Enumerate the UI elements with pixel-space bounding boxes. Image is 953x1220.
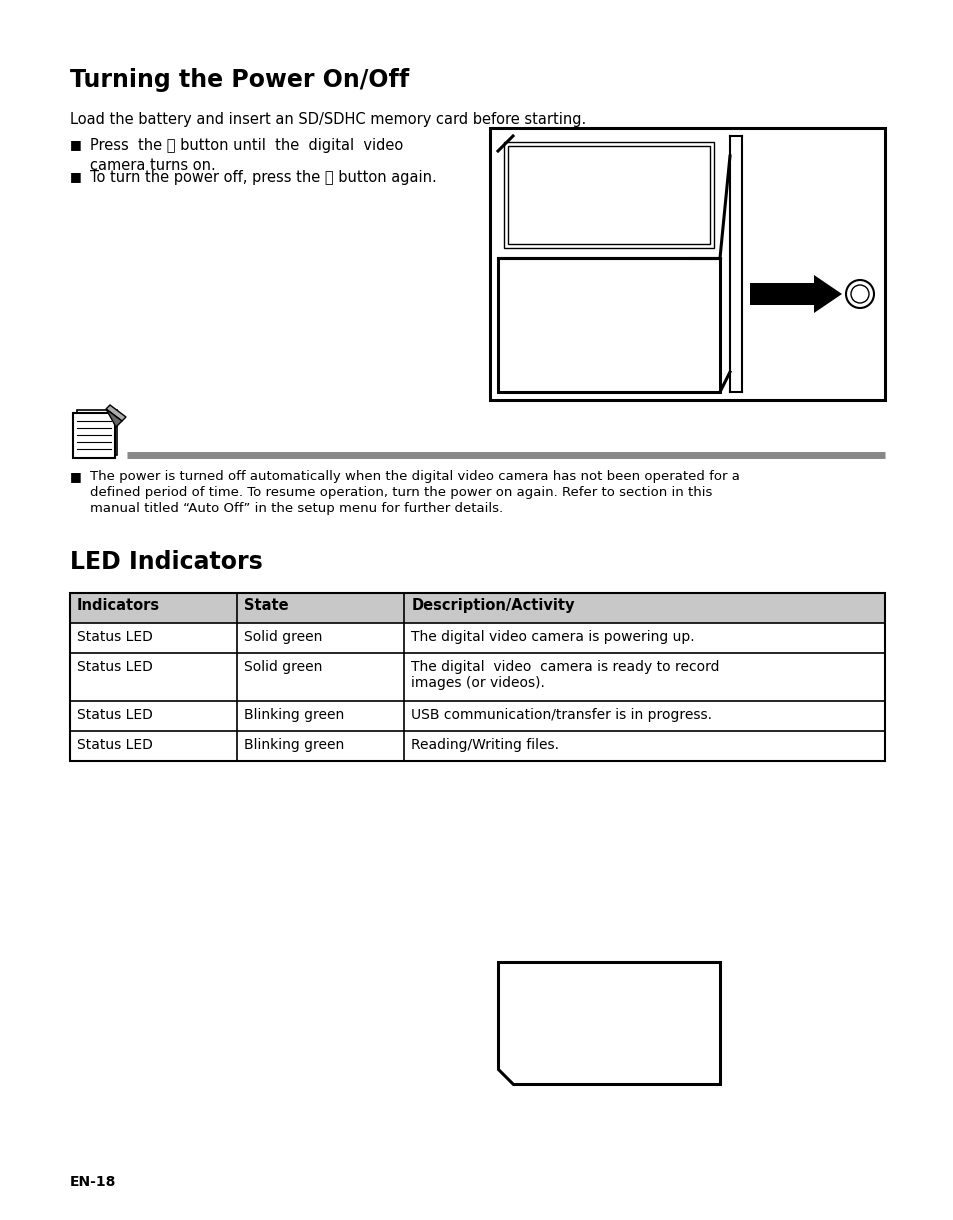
Text: The digital  video  camera is ready to record
images (or videos).: The digital video camera is ready to rec… — [411, 660, 719, 691]
Bar — [503, 142, 713, 248]
Bar — [497, 257, 720, 392]
Text: Solid green: Solid green — [244, 630, 322, 644]
Circle shape — [850, 285, 868, 303]
Text: camera turns on.: camera turns on. — [90, 159, 215, 173]
Circle shape — [845, 281, 873, 307]
Text: Status LED: Status LED — [77, 708, 152, 722]
Bar — [70, 593, 884, 623]
Bar — [77, 410, 117, 455]
Text: State: State — [244, 598, 289, 612]
Text: Load the battery and insert an SD/SDHC memory card before starting.: Load the battery and insert an SD/SDHC m… — [70, 112, 586, 127]
Polygon shape — [497, 963, 720, 1085]
Text: defined period of time. To resume operation, turn the power on again. Refer to s: defined period of time. To resume operat… — [90, 486, 712, 499]
Polygon shape — [106, 405, 126, 421]
Text: The power is turned off automatically when the digital video camera has not been: The power is turned off automatically wh… — [90, 470, 740, 483]
Bar — [73, 414, 115, 458]
Text: LED Indicators: LED Indicators — [70, 550, 262, 573]
Text: Indicators: Indicators — [77, 598, 160, 612]
Bar — [490, 128, 884, 400]
Bar — [70, 623, 884, 653]
Text: Blinking green: Blinking green — [244, 708, 344, 722]
Text: ■: ■ — [70, 138, 82, 151]
Bar — [70, 731, 884, 761]
Text: Reading/Writing files.: Reading/Writing files. — [411, 738, 558, 752]
Text: Press  the ⏻ button until  the  digital  video: Press the ⏻ button until the digital vid… — [90, 138, 403, 152]
Bar — [70, 702, 884, 731]
Polygon shape — [106, 409, 122, 427]
Text: Status LED: Status LED — [77, 738, 152, 752]
Text: Turning the Power On/Off: Turning the Power On/Off — [70, 68, 409, 92]
Text: USB communication/transfer is in progress.: USB communication/transfer is in progres… — [411, 708, 711, 722]
Bar — [70, 653, 884, 702]
Text: manual titled “Auto Off” in the setup menu for further details.: manual titled “Auto Off” in the setup me… — [90, 501, 502, 515]
Text: ■: ■ — [70, 470, 82, 483]
Text: Status LED: Status LED — [77, 660, 152, 673]
Text: Status LED: Status LED — [77, 630, 152, 644]
Bar — [507, 146, 709, 244]
Text: The digital video camera is powering up.: The digital video camera is powering up. — [411, 630, 694, 644]
Text: ■: ■ — [70, 170, 82, 183]
Text: Description/Activity: Description/Activity — [411, 598, 574, 612]
Text: To turn the power off, press the ⏻ button again.: To turn the power off, press the ⏻ butto… — [90, 170, 436, 185]
Polygon shape — [749, 274, 841, 314]
Text: EN-18: EN-18 — [70, 1175, 116, 1190]
Text: Blinking green: Blinking green — [244, 738, 344, 752]
Text: Solid green: Solid green — [244, 660, 322, 673]
Bar — [70, 593, 884, 761]
